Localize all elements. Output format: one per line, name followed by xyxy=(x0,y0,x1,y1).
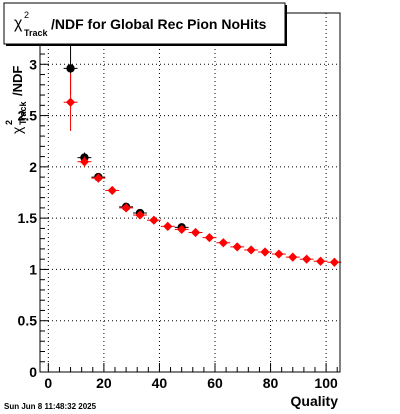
x-tick-label: 0 xyxy=(44,375,52,391)
footer-timestamp: Sun Jun 8 11:48:32 2025 xyxy=(4,402,97,411)
x-axis-label: Quality xyxy=(291,393,339,409)
y-axis-symbol: χ xyxy=(9,126,25,134)
y-tick-label: 1 xyxy=(29,261,37,277)
data-point xyxy=(302,254,312,264)
y-tick-label: 2 xyxy=(29,159,37,175)
data-point xyxy=(66,64,75,73)
data-point xyxy=(135,210,145,220)
y-tick-label: 1.5 xyxy=(18,210,38,226)
data-point xyxy=(65,97,76,107)
title-box: χ 2 Track /NDF for Global Rec Pion NoHit… xyxy=(3,2,287,46)
data-point xyxy=(121,203,131,213)
data-point xyxy=(260,247,270,257)
title-symbol: χ xyxy=(14,15,23,32)
data-point xyxy=(190,227,201,238)
title-subscript: Track xyxy=(24,28,49,38)
y-tick-label: 0.5 xyxy=(18,313,38,329)
data-point xyxy=(163,221,173,231)
data-point xyxy=(246,245,256,255)
data-point xyxy=(274,249,284,259)
chart-title: /NDF for Global Rec Pion NoHits xyxy=(51,16,267,32)
data-point xyxy=(329,257,340,267)
y-axis-title: χ 2 Track /NDF xyxy=(4,66,28,134)
x-tick-label: 80 xyxy=(263,375,279,391)
y-tick-label: 2.5 xyxy=(18,108,38,124)
data-point xyxy=(93,173,103,183)
axes: 0 20 40 60 80 100 0 0.5 1 1.5 2 2.5 3 xyxy=(18,12,338,391)
data-point xyxy=(288,252,298,262)
y-tick-label: 3 xyxy=(29,56,37,72)
x-tick-label: 60 xyxy=(207,375,223,391)
x-tick-label: 40 xyxy=(152,375,168,391)
data-point xyxy=(107,185,117,196)
title-box-shadow-bottom xyxy=(6,44,285,46)
y-axis-superscript: 2 xyxy=(4,120,14,125)
data-point xyxy=(204,233,215,243)
data-series xyxy=(63,41,342,267)
x-tick-label: 100 xyxy=(314,375,338,391)
title-superscript: 2 xyxy=(24,10,29,20)
title-box-frame xyxy=(3,2,286,45)
x-tick-label: 20 xyxy=(96,375,112,391)
y-axis-subscript: Track xyxy=(18,100,28,125)
y-tick-label: 0 xyxy=(29,364,37,380)
title-box-shadow-right xyxy=(285,5,287,46)
data-point xyxy=(149,215,159,225)
y-axis-label: /NDF xyxy=(10,66,25,96)
data-point xyxy=(79,157,90,167)
data-point xyxy=(218,238,228,248)
data-point xyxy=(315,256,326,266)
data-point xyxy=(232,242,242,252)
data-point xyxy=(177,224,187,235)
